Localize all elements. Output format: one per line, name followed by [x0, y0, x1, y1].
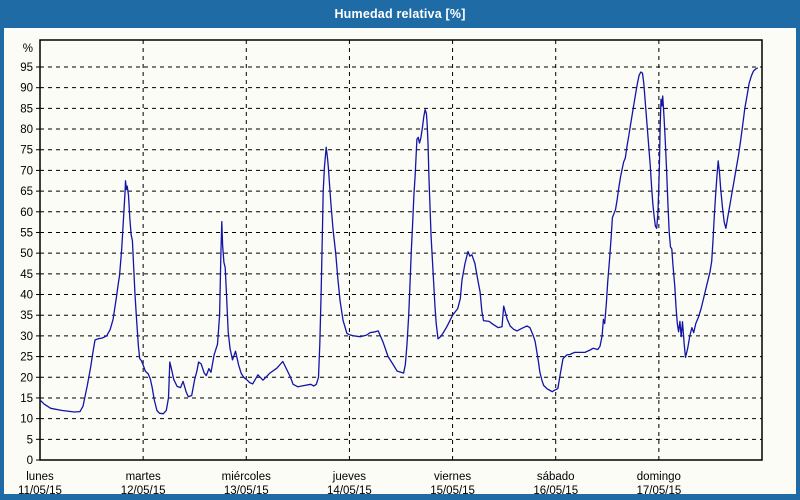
y-tick-label: 40: [20, 290, 33, 302]
x-date-label: 15/05/15: [430, 485, 475, 497]
y-tick-label: 20: [20, 372, 33, 384]
y-tick-label: 30: [20, 331, 33, 343]
x-day-label: miércoles: [222, 471, 271, 483]
y-tick-label: 90: [20, 83, 33, 95]
y-tick-label: 85: [20, 103, 33, 115]
y-tick-label: 80: [20, 124, 33, 136]
plot-border: [39, 39, 763, 461]
chart-panel: [4, 28, 796, 494]
y-tick-label: 75: [20, 145, 33, 157]
y-tick-label: 10: [20, 414, 33, 426]
x-day-label: sábado: [537, 471, 575, 483]
x-date-label: 11/05/15: [18, 485, 62, 497]
y-tick-label: 55: [20, 227, 33, 239]
y-tick-label: 70: [20, 165, 33, 177]
y-tick-label: 25: [20, 352, 33, 364]
x-date-label: 12/05/15: [121, 485, 166, 497]
y-tick-label: 35: [20, 310, 33, 322]
y-tick-label: 0: [27, 455, 33, 467]
y-tick-label: 95: [20, 62, 33, 74]
series-Humedad relativa: [39, 67, 759, 415]
window-title: Humedad relativa [%]: [334, 7, 466, 21]
y-axis-unit-label: %: [23, 43, 33, 55]
x-date-label: 14/05/15: [327, 485, 372, 497]
y-tick-label: 45: [20, 269, 33, 281]
y-tick-label: 50: [20, 248, 33, 260]
x-day-label: jueves: [332, 471, 366, 483]
x-date-label: 17/05/15: [636, 485, 681, 497]
window-titlebar: Humedad relativa [%]: [0, 0, 800, 28]
y-tick-label: 5: [27, 434, 33, 446]
x-day-label: viernes: [434, 471, 471, 483]
x-date-label: 13/05/15: [224, 485, 269, 497]
y-tick-label: 15: [20, 393, 33, 405]
x-day-label: lunes: [26, 471, 54, 483]
x-date-label: 16/05/15: [533, 485, 578, 497]
y-tick-label: 65: [20, 186, 33, 198]
x-day-label: martes: [126, 471, 161, 483]
x-day-label: domingo: [637, 471, 681, 483]
y-tick-label: 60: [20, 207, 33, 219]
